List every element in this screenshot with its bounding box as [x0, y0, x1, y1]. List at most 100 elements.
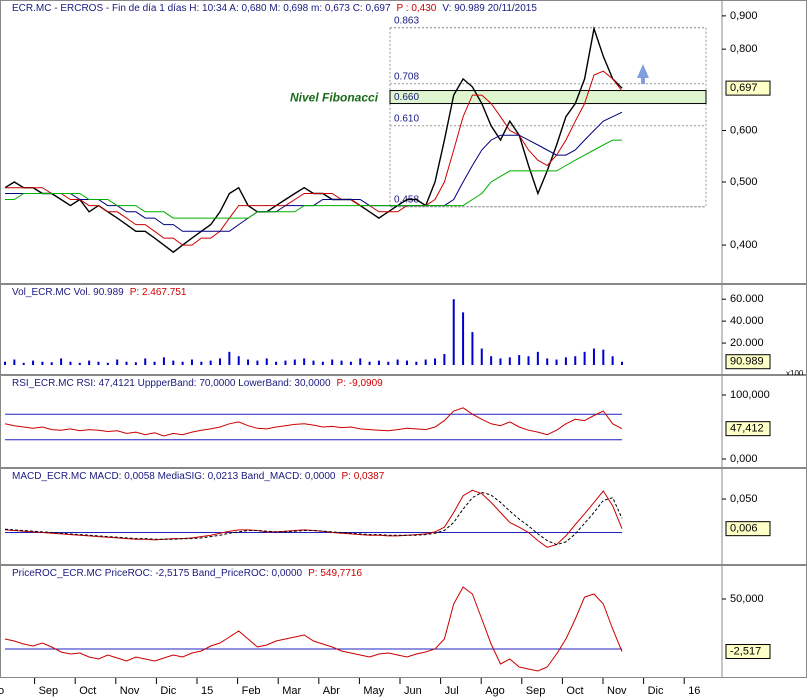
header-part: P: 549,7716 — [308, 568, 362, 579]
y-tick-label: 0,600 — [730, 124, 758, 136]
volume-bar — [41, 361, 44, 365]
x-tick-label: 16 — [688, 685, 700, 697]
volume-bar — [153, 361, 156, 365]
x-tick-label: Dic — [160, 685, 176, 697]
y-tick-label: 60.000 — [730, 293, 764, 305]
x-tick-label: May — [363, 685, 384, 697]
fibonacci-label: 0.863 — [394, 15, 419, 26]
volume-bar — [321, 361, 324, 365]
volume-bar — [508, 357, 511, 365]
volume-bar — [340, 360, 343, 365]
fibonacci-highlight — [389, 90, 707, 105]
x-tick-label: Dic — [648, 685, 664, 697]
arrow-icon — [637, 64, 649, 84]
y-tick-label: 0,800 — [730, 43, 758, 55]
volume-bar — [434, 358, 437, 365]
volume-bar — [265, 358, 268, 365]
panel-header: PriceROC_ECR.MC PriceROC: -2,5175 Band_P… — [12, 568, 362, 579]
x-tick-label: Oct — [566, 685, 583, 697]
volume-bar — [134, 362, 137, 365]
volume-bar — [228, 351, 231, 365]
volume-bar — [88, 360, 91, 365]
volume-bar — [480, 348, 483, 365]
y-tick-label: 0,500 — [730, 176, 758, 188]
annotation: Nivel Fibonacci — [290, 91, 379, 105]
x-tick-label: o — [0, 685, 4, 697]
volume-bar — [349, 361, 352, 365]
volume-bar — [415, 361, 418, 365]
volume-bar — [116, 359, 119, 365]
volume-bar — [200, 361, 203, 365]
volume-bar — [69, 361, 72, 365]
volume-bar — [621, 361, 623, 365]
volume-bar — [546, 358, 549, 365]
x-tick-label: Sep — [526, 685, 546, 697]
volume-bar — [284, 360, 287, 365]
header-part: Vol_ECR.MC Vol. 90.989 — [12, 287, 124, 298]
header-part: PriceROC_ECR.MC PriceROC: -2,5175 Band_P… — [12, 568, 303, 579]
volume-bar — [190, 359, 193, 365]
x-tick-label: Sep — [39, 685, 59, 697]
x-tick-label: Feb — [242, 685, 261, 697]
volume-bar — [536, 351, 539, 365]
volume-bar — [78, 362, 81, 365]
last-value-box — [725, 80, 771, 96]
volume-bar — [443, 354, 446, 365]
volume-bar — [22, 362, 25, 365]
header-part: P: 0,0387 — [341, 471, 384, 482]
volume-bar — [499, 358, 502, 365]
volume-bar — [181, 361, 184, 365]
volume-bar — [144, 358, 147, 365]
y-tick-label: 50,000 — [730, 593, 764, 605]
volume-bar — [237, 356, 240, 365]
volume-bar — [611, 356, 614, 365]
volume-bar — [162, 357, 165, 365]
x-tick-label: Ago — [485, 685, 505, 697]
series-line — [4, 489, 623, 548]
volume-bar — [602, 349, 605, 365]
x-tick-label: Nov — [120, 685, 140, 697]
volume-bar — [256, 360, 259, 365]
volume-bar — [4, 361, 6, 365]
header-part: V: 90.989 20/11/2015 — [442, 3, 537, 14]
x-tick-label: Jun — [404, 685, 422, 697]
header-part: P: 2.467.751 — [130, 287, 187, 298]
volume-bar — [462, 312, 465, 365]
panel-header: MACD_ECR.MC MACD: 0,0058 MediaSIG: 0,021… — [12, 471, 385, 482]
volume-bar — [60, 358, 63, 365]
x-tick-label: 15 — [201, 685, 213, 697]
volume-bar — [471, 332, 474, 365]
y-tick-label: 20.000 — [730, 337, 764, 349]
volume-bar — [106, 362, 109, 365]
y-tick-label: 0,000 — [730, 453, 758, 465]
volume-bar — [387, 361, 390, 365]
panel-header: ECR.MC - ERCROS - Fin de día 1 días H: 1… — [12, 3, 537, 14]
series-line — [4, 491, 623, 546]
header-part: P: -9,0909 — [337, 378, 384, 389]
volume-bar — [405, 360, 408, 365]
y-tick-label: 0,050 — [730, 493, 758, 505]
volume-bar — [125, 361, 128, 365]
last-value-label: 0,006 — [730, 523, 758, 535]
fibonacci-label: 0.610 — [394, 113, 419, 124]
volume-bar — [377, 360, 380, 365]
volume-bar — [592, 348, 595, 365]
volume-bar — [293, 359, 296, 365]
volume-bar — [50, 362, 53, 365]
volume-bar — [574, 356, 577, 365]
volume-bar — [172, 360, 175, 365]
series-line — [4, 586, 623, 672]
fibonacci-label: 0.708 — [394, 71, 419, 82]
series-line — [5, 139, 622, 219]
header-part: P : 0,430 — [397, 3, 437, 14]
series-line — [4, 407, 623, 437]
last-value-label: 0,697 — [730, 82, 758, 94]
volume-bar — [396, 359, 399, 365]
last-value-box — [725, 521, 771, 537]
last-value-box — [725, 644, 771, 660]
volume-bar — [564, 357, 567, 365]
panel-header: RSI_ECR.MC RSI: 47,4121 UppperBand: 70,0… — [12, 378, 383, 389]
header-part: MACD_ECR.MC MACD: 0,0058 MediaSIG: 0,021… — [12, 471, 336, 482]
